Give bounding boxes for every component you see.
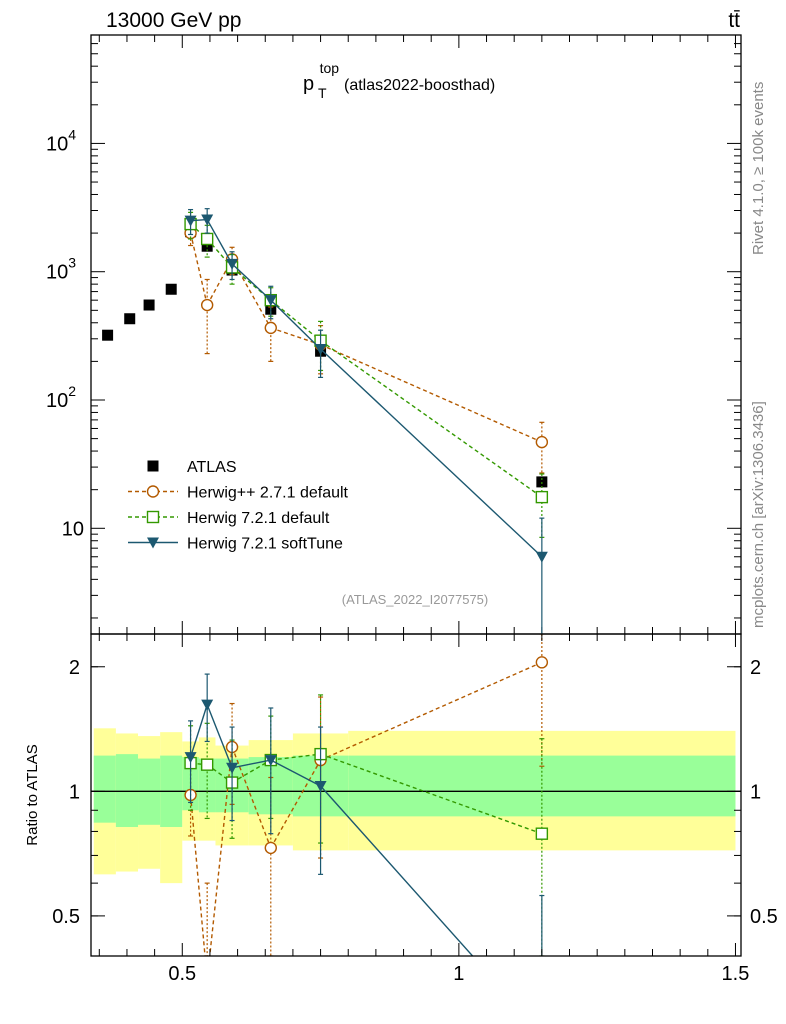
ratio-ylabel: Ratio to ATLAS <box>24 744 41 845</box>
main-atlas-point <box>536 476 548 488</box>
main-herwigpp-segment <box>270 327 321 346</box>
ratio-softtune-segment <box>189 704 208 758</box>
legend-label: Herwig++ 2.7.1 default <box>187 485 349 502</box>
ratio-y-tick-label-left: 2 <box>69 657 80 679</box>
main-herwigpp-point <box>264 321 277 335</box>
energy-label: 13000 GeV pp <box>106 9 241 32</box>
ratio-softtune-segment <box>231 759 271 769</box>
y-tick-exponent: 4 <box>68 126 76 142</box>
x-tick-label: 0.5 <box>168 963 196 985</box>
y-tick-exponent: 2 <box>68 383 76 399</box>
mcplots-credit-label: mcplots.cern.ch [arXiv:1306.3436] <box>750 401 767 628</box>
y-tick-exponent: 3 <box>68 255 76 271</box>
main-softtune-point <box>535 551 548 563</box>
ratio-softtune-segment <box>320 785 474 956</box>
ratio-y-tick-label-right: 2 <box>750 657 761 679</box>
legend: ATLAS Herwig++ 2.7.1 default Herwig 7.2.1 … <box>128 459 349 553</box>
main-herwigpp-segment <box>189 232 208 306</box>
ratio-y-tick-label-left: 0.5 <box>52 906 80 928</box>
ratio-softtune-segment <box>206 704 233 769</box>
y-tick-base: 10 <box>46 133 68 155</box>
legend-label: ATLAS <box>187 459 237 476</box>
y-tick-label: 103 <box>46 255 76 284</box>
main-softtune-segment <box>231 263 272 301</box>
main-herwigpp-point <box>535 435 549 449</box>
main-herwig721-point <box>535 490 549 504</box>
title-main: p <box>303 73 314 95</box>
ratio-herwigpp-point <box>535 656 549 669</box>
main-atlas-point <box>102 329 114 341</box>
ratio-softtune-point <box>226 762 239 774</box>
title-sup: top <box>320 60 340 76</box>
analysis-watermark: (ATLAS_2022_I2077575) <box>342 592 488 607</box>
ratio-panel: 0.5 0.5 1 1 2 2 0.5 1 1.5 <box>52 633 778 985</box>
main-herwigpp-point <box>200 298 214 312</box>
main-herwigpp-segment <box>320 344 543 443</box>
y-tick-label: 102 <box>46 383 76 412</box>
main-atlas-point <box>165 283 177 295</box>
ratio-herwigpp-segment <box>270 759 322 849</box>
ratio-y-tick-label-right: 0.5 <box>750 906 778 928</box>
legend-label: Herwig 7.2.1 softTune <box>187 536 343 553</box>
ratio-softtune-segment <box>270 759 321 787</box>
main-herwig721-segment <box>270 299 322 342</box>
ratio-y-tick-label-right: 1 <box>750 781 761 803</box>
process-label: tt̄ <box>728 9 740 32</box>
main-herwig721-point <box>200 232 214 246</box>
ratio-herwig721-point <box>200 758 214 771</box>
y-tick-label: 104 <box>46 126 76 155</box>
ratio-herwigpp-point <box>264 841 277 855</box>
main-herwig721-segment <box>320 340 543 498</box>
ratio-softtune-point <box>184 752 197 764</box>
main-softtune-point <box>184 215 197 227</box>
ratio-herwigpp-segment <box>189 794 206 956</box>
ratio-herwig721-segment <box>231 759 272 784</box>
ratio-softtune-point <box>314 781 327 793</box>
ratio-softtune-point <box>264 755 277 767</box>
ratio-herwig721-point <box>535 827 549 840</box>
main-title: p top T (atlas2022-boosthad) <box>303 60 495 102</box>
main-softtune-point <box>201 214 214 226</box>
title-sub: T <box>318 85 327 101</box>
ratio-band-inner <box>198 758 216 813</box>
legend-marker <box>147 537 159 549</box>
legend-label: Herwig 7.2.1 default <box>187 510 330 527</box>
ratio-band-inner <box>93 755 116 823</box>
legend-marker <box>146 510 160 524</box>
y-tick-base: 10 <box>62 518 84 540</box>
main-softtune-segment <box>270 299 322 350</box>
main-softtune-segment <box>206 219 233 265</box>
main-softtune-point <box>264 295 277 307</box>
title-rest: (atlas2022-boosthad) <box>344 77 495 94</box>
ratio-herwig721-segment <box>270 753 321 761</box>
ratio-herwigpp-segment <box>320 661 543 761</box>
y-tick-base: 10 <box>46 262 68 284</box>
legend-marker <box>147 460 159 472</box>
main-softtune-point <box>226 258 239 270</box>
ratio-herwig721-segment <box>206 764 233 784</box>
legend-marker <box>146 485 160 498</box>
ratio-band-inner <box>115 754 139 827</box>
main-atlas-point <box>143 299 155 311</box>
main-softtune-point <box>314 343 327 355</box>
axis-frame <box>90 633 742 957</box>
y-tick-label: 10 <box>62 518 84 540</box>
rivet-version-label: Rivet 4.1.0, ≥ 100k events <box>750 81 767 255</box>
ratio-y-tick-label-left: 1 <box>69 781 80 803</box>
x-tick-label: 1.5 <box>722 963 750 985</box>
y-tick-base: 10 <box>46 390 68 412</box>
main-atlas-point <box>124 313 136 325</box>
main-softtune-segment <box>320 348 543 558</box>
main-herwigpp-segment <box>231 258 272 329</box>
ratio-series-group <box>184 634 549 956</box>
ratio-softtune-point <box>201 699 214 711</box>
x-tick-label: 1 <box>453 963 464 985</box>
